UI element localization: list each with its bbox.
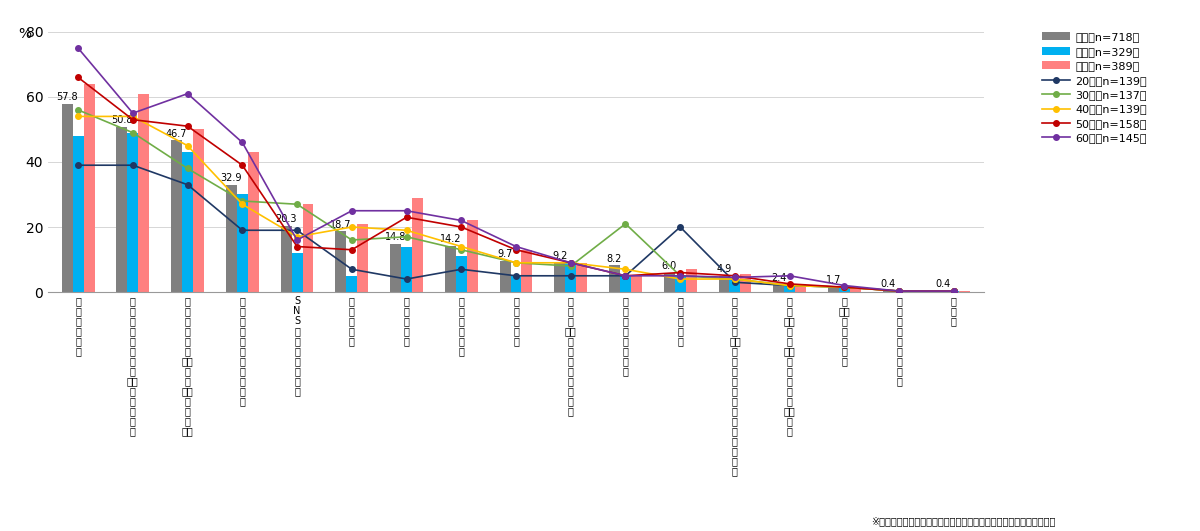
Bar	[522, 250, 533, 292]
Bar	[236, 194, 247, 292]
Bar	[412, 198, 422, 292]
Bar	[631, 276, 642, 292]
Bar	[347, 276, 358, 292]
Text: 32.9: 32.9	[221, 174, 242, 183]
Bar	[445, 246, 456, 292]
Bar	[281, 226, 292, 292]
Bar	[664, 272, 674, 292]
Bar	[905, 291, 916, 292]
Bar	[730, 279, 740, 292]
Bar	[292, 253, 302, 292]
Bar	[828, 287, 839, 292]
Text: 9.7: 9.7	[497, 249, 512, 259]
Bar	[894, 291, 905, 292]
Bar	[850, 287, 860, 292]
Bar	[193, 130, 204, 292]
Bar	[948, 291, 959, 292]
Bar	[390, 244, 401, 292]
Bar	[959, 291, 971, 292]
Bar	[127, 133, 138, 292]
Bar	[358, 224, 368, 292]
Bar	[247, 152, 259, 292]
Bar	[73, 136, 84, 292]
Bar	[685, 269, 697, 292]
Bar	[740, 274, 751, 292]
Bar	[172, 140, 182, 292]
Bar	[883, 291, 894, 292]
Legend: 全体（n=718）, 男性（n=329）, 女性（n=389）, 20代（n=139）, 30代（n=137）, 40代（n=139）, 50代（n=158）,: 全体（n=718）, 男性（n=329）, 女性（n=389）, 20代（n=1…	[1042, 32, 1147, 143]
Text: 14.2: 14.2	[439, 234, 461, 244]
Bar	[335, 231, 347, 292]
Bar	[610, 266, 620, 292]
Bar	[226, 185, 236, 292]
Bar	[116, 127, 127, 292]
Bar	[839, 286, 850, 292]
Bar	[719, 276, 730, 292]
Text: 14.8: 14.8	[385, 232, 407, 242]
Bar	[182, 152, 193, 292]
Text: 4.9: 4.9	[716, 264, 732, 275]
Bar	[302, 204, 313, 292]
Bar	[937, 291, 948, 292]
Bar	[138, 93, 149, 292]
Bar	[674, 276, 685, 292]
Text: 6.0: 6.0	[661, 261, 677, 271]
Bar	[620, 276, 631, 292]
Text: 20.3: 20.3	[275, 215, 296, 225]
Y-axis label: %: %	[18, 27, 31, 41]
Text: 1.7: 1.7	[826, 275, 841, 285]
Text: 0.4: 0.4	[935, 279, 950, 289]
Bar	[467, 220, 478, 292]
Text: ※各選択肢上に記載している数値は、回答者全体に占める割合です。: ※各選択肢上に記載している数値は、回答者全体に占める割合です。	[871, 516, 1056, 526]
Text: 46.7: 46.7	[166, 129, 187, 139]
Bar	[554, 262, 565, 292]
Text: 50.8: 50.8	[112, 115, 133, 125]
Text: 0.4: 0.4	[881, 279, 896, 289]
Bar	[796, 284, 806, 292]
Text: 57.8: 57.8	[56, 92, 78, 102]
Bar	[773, 284, 785, 292]
Bar	[84, 84, 95, 292]
Bar	[61, 104, 73, 292]
Bar	[576, 263, 587, 292]
Bar	[785, 286, 796, 292]
Bar	[456, 256, 467, 292]
Text: 8.2: 8.2	[607, 254, 623, 264]
Text: 18.7: 18.7	[330, 220, 352, 229]
Text: 2.4: 2.4	[772, 272, 786, 282]
Bar	[510, 276, 522, 292]
Bar	[565, 263, 576, 292]
Text: 9.2: 9.2	[552, 251, 568, 261]
Bar	[499, 261, 510, 292]
Bar	[401, 246, 412, 292]
